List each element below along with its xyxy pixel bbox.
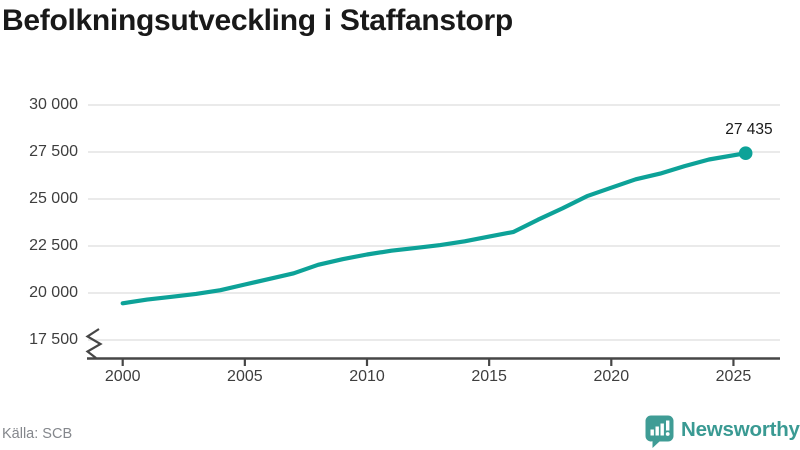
y-tick-label: 27 500 bbox=[29, 143, 78, 160]
y-tick-label: 25 000 bbox=[29, 190, 78, 207]
x-tick-label: 2010 bbox=[349, 368, 385, 385]
x-tick-label: 2005 bbox=[227, 368, 263, 385]
end-point-marker bbox=[738, 146, 753, 161]
x-tick-label: 2020 bbox=[593, 368, 630, 385]
chart-title: Befolkningsutveckling i Staffanstorp bbox=[2, 4, 513, 37]
data-line bbox=[120, 151, 748, 306]
axis-break-squiggle bbox=[85, 328, 103, 359]
brand-name: Newsworthy bbox=[681, 418, 800, 441]
end-value-label: 27 435 bbox=[725, 121, 773, 139]
newsworthy-icon bbox=[645, 415, 674, 448]
x-tick-label: 2025 bbox=[715, 368, 752, 385]
x-tick-label: 2000 bbox=[104, 368, 141, 385]
y-tick-label: 17 500 bbox=[29, 331, 78, 348]
source-label: Källa: SCB bbox=[2, 426, 73, 442]
y-tick-label: 20 000 bbox=[29, 284, 78, 301]
y-tick-label: 30 000 bbox=[29, 96, 78, 113]
brand-logo: Newsworthy bbox=[645, 415, 800, 449]
x-tick-label: 2015 bbox=[471, 368, 507, 385]
y-tick-label: 22 500 bbox=[29, 237, 78, 254]
